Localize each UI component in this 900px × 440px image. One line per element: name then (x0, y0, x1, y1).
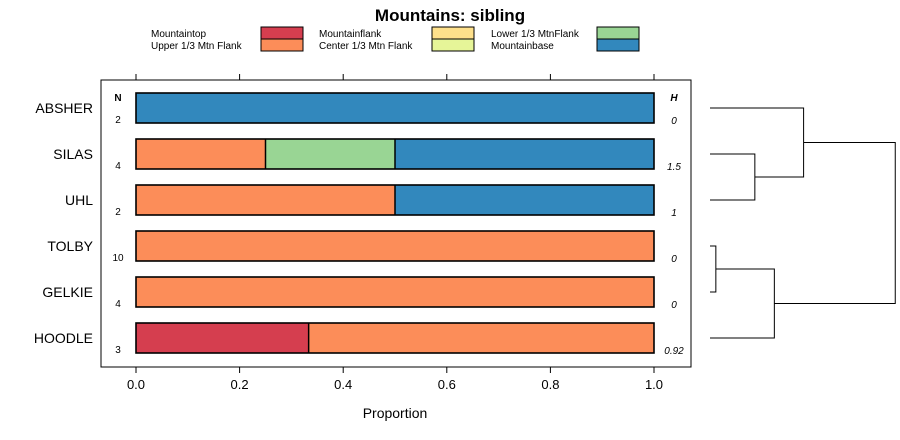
row-label-gelkie: GELKIE (42, 284, 93, 300)
row-n-hoodle: 3 (115, 345, 121, 356)
legend-label-center: Center 1/3 Mtn Flank (319, 41, 413, 52)
x-axis-label: Proportion (363, 405, 428, 421)
bar-silas-lower (265, 139, 395, 169)
row-h-silas: 1.5 (667, 162, 681, 173)
legend-swatch-mountainflank (431, 26, 475, 40)
bar-absher-base (136, 93, 654, 123)
legend-swatch-lower (596, 26, 640, 40)
x-tick-label-5: 1.0 (645, 377, 663, 392)
legend-label-lower: Lower 1/3 MtnFlank (491, 29, 580, 40)
bar-outline-silas (135, 138, 655, 170)
row-h-gelkie: 0 (671, 300, 677, 311)
row-h-hoodle: 0.92 (664, 346, 684, 357)
bar-outline-tolby (135, 230, 655, 262)
legend-label-upper: Upper 1/3 Mtn Flank (151, 41, 243, 52)
bar-outline-hoodle (135, 322, 655, 354)
legend-label-mountaintop: Mountaintop (151, 29, 206, 40)
h-header: H (670, 93, 678, 104)
bar-hoodle-mountaintop (136, 323, 309, 353)
legend-swatch-mountaintop (260, 26, 304, 40)
bar-hoodle-upper (308, 323, 654, 353)
row-h-uhl: 1 (671, 208, 677, 219)
row-label-silas: SILAS (53, 146, 93, 162)
row-label-tolby: TOLBY (47, 238, 93, 254)
row-n-silas: 4 (115, 161, 121, 172)
bar-tolby-upper (136, 231, 654, 261)
legend-swatch-center (431, 38, 475, 52)
bar-uhl-upper (136, 185, 395, 215)
legend-swatch-upper (260, 38, 304, 52)
row-label-absher: ABSHER (35, 100, 93, 116)
row-n-absher: 2 (115, 115, 121, 126)
x-tick-label-2: 0.4 (334, 377, 352, 392)
bar-gelkie-upper (136, 277, 654, 307)
row-h-absher: 0 (671, 116, 677, 127)
row-label-uhl: UHL (65, 192, 93, 208)
legend-swatch-base (596, 38, 640, 52)
dendrogram-merge-4 (774, 142, 896, 304)
row-h-tolby: 0 (671, 254, 677, 265)
legend-label-base: Mountainbase (491, 41, 554, 52)
bar-silas-upper (136, 139, 266, 169)
bar-uhl-base (395, 185, 654, 215)
bar-outline-uhl (135, 184, 655, 216)
row-label-hoodle: HOODLE (34, 330, 93, 346)
dendrogram-merge-1 (710, 245, 717, 293)
x-axis: 0.0 0.2 0.4 0.6 0.8 1.0 (127, 74, 663, 392)
n-header: N (114, 93, 121, 104)
x-tick-label-0: 0.0 (127, 377, 145, 392)
legend-label-mountainflank: Mountainflank (319, 29, 382, 40)
x-tick-label-3: 0.6 (438, 377, 456, 392)
row-n-tolby: 10 (112, 253, 124, 264)
bar-outline-absher (135, 92, 655, 124)
chart-title: Mountains: sibling (375, 6, 525, 25)
x-tick-label-1: 0.2 (231, 377, 249, 392)
dendrogram-merge-0 (710, 153, 756, 201)
dendrogram-merge-3 (710, 268, 775, 339)
bars: ABSHER 2 0 SILAS 4 1.5 UHL 2 1 TOLBY 10 0 GELKIE 4 0 HO… (34, 92, 684, 357)
bar-outline-gelkie (135, 276, 655, 308)
plot-frame (100, 79, 692, 368)
dendrogram-merge-2 (710, 107, 805, 178)
bar-silas-base (395, 139, 654, 169)
dendrogram (710, 107, 896, 339)
row-n-gelkie: 4 (115, 299, 121, 310)
row-n-uhl: 2 (115, 207, 121, 218)
x-tick-label-4: 0.8 (541, 377, 559, 392)
